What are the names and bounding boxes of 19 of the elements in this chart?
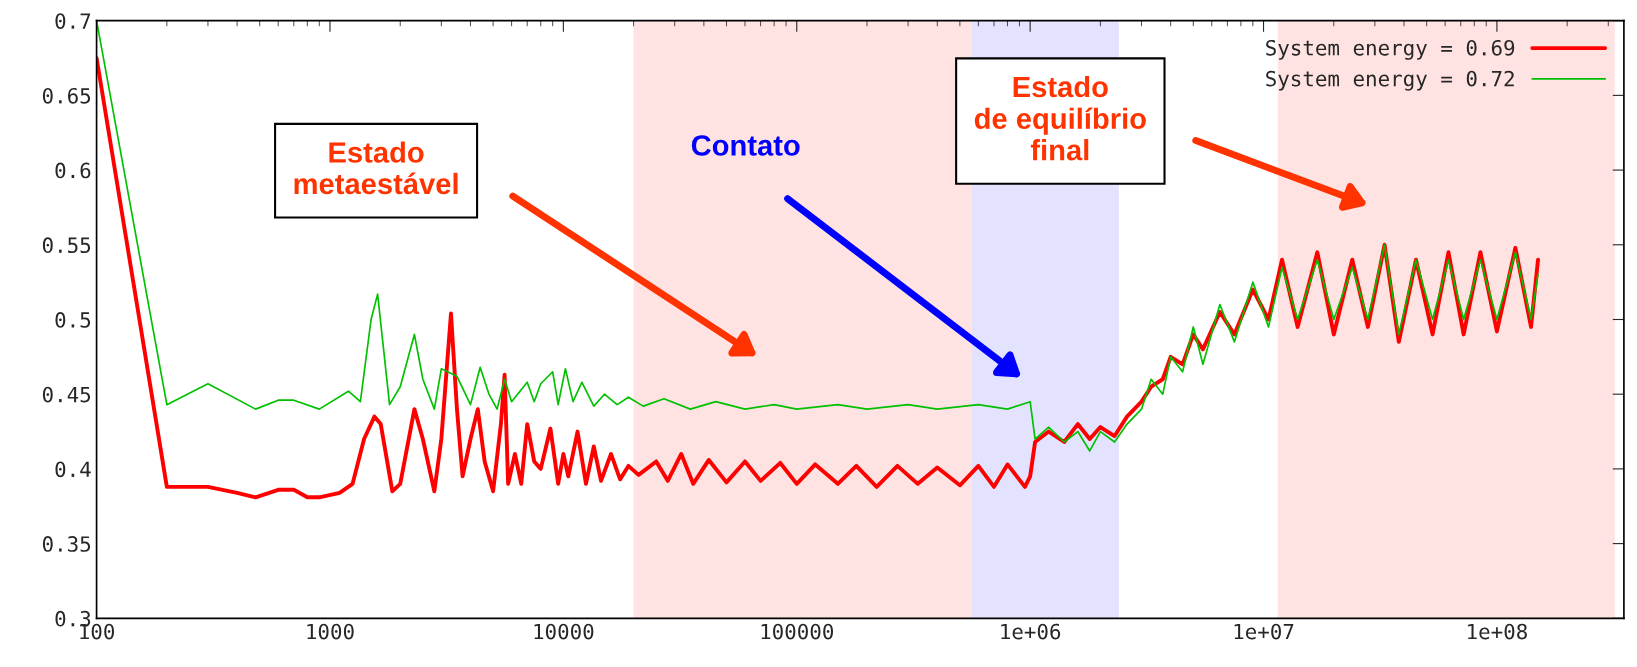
y-tick-label: 0.35 [42, 536, 91, 552]
y-tick-label: 0.65 [42, 87, 91, 104]
y-tick-label: 0.7 [55, 13, 91, 29]
annotation: Estado metaestável [294, 141, 458, 195]
legend-label: System energy = 0.72 [1266, 70, 1514, 91]
y-tick-label: 0.4 [55, 461, 91, 478]
y-tick-label: 0.45 [42, 386, 91, 403]
annotation: Contato [691, 135, 800, 156]
x-tick-label: 10000 [534, 623, 594, 640]
y-tick-label: 0.55 [42, 237, 91, 254]
x-tick-label: 1e+06 [1001, 623, 1061, 640]
y-tick-label: 0.5 [55, 312, 91, 328]
x-tick-label: 1e+08 [1468, 623, 1527, 640]
annotation: Estado de equilíbrio final [974, 75, 1146, 161]
y-tick-label: 0.6 [55, 162, 91, 179]
legend-label: System energy = 0.69 [1266, 39, 1515, 60]
x-tick-label: 1e+07 [1234, 623, 1294, 640]
x-tick-label: 1000 [307, 623, 354, 640]
x-tick-label: 100000 [761, 623, 834, 640]
